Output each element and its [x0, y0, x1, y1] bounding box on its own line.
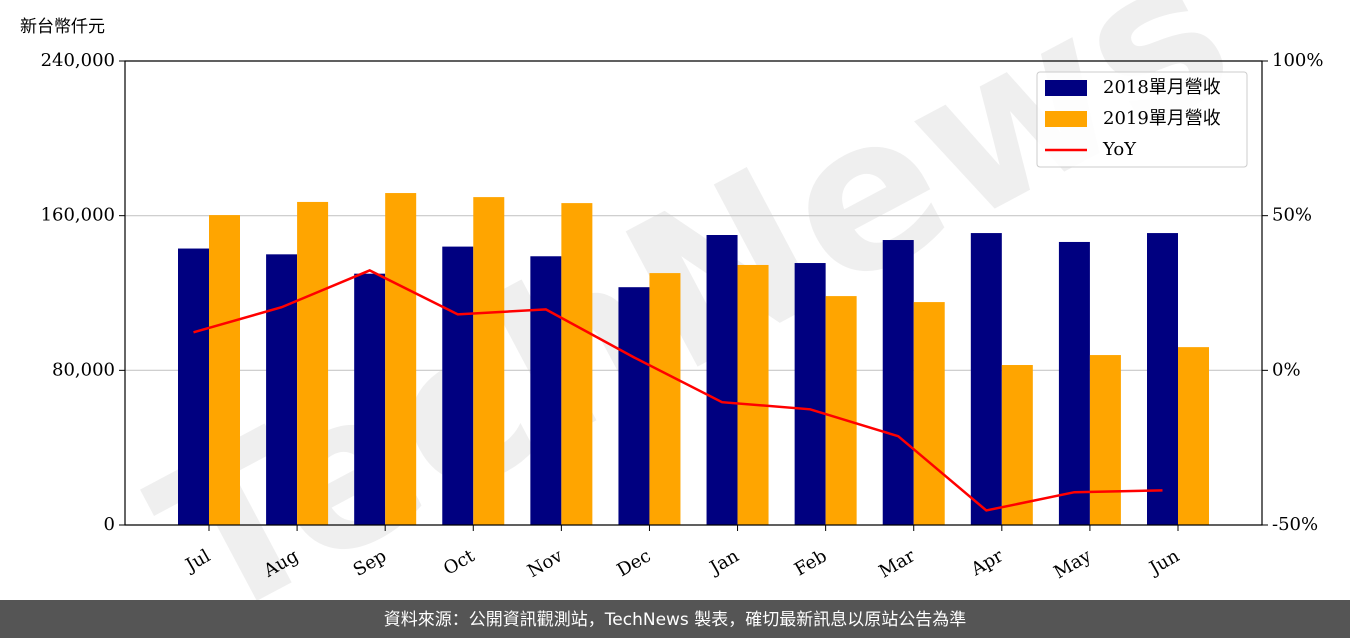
y2-tick-label: 50% — [1272, 205, 1312, 226]
bar — [1147, 233, 1178, 526]
y-tick-label: 0 — [104, 514, 115, 535]
footer — [0, 600, 1350, 638]
source-note: 資料來源：公開資訊觀測站，TechNews 製表，確切最新訊息以原站公告為準 — [384, 610, 966, 630]
y-tick-label: 160,000 — [41, 205, 115, 226]
bar — [530, 256, 562, 525]
legend-box — [1036, 71, 1248, 168]
bar — [794, 263, 826, 525]
legend-label: 2019單月營收 — [1103, 108, 1221, 129]
bar — [706, 235, 738, 525]
bar — [1001, 365, 1033, 525]
bar — [473, 197, 505, 525]
y-axis-unit: 新台幣仟元 — [20, 17, 105, 37]
y2-tick-label: 0% — [1272, 359, 1301, 380]
bar — [209, 215, 240, 525]
bar — [1178, 347, 1209, 525]
bar — [913, 302, 945, 525]
legend-label: 2018單月營收 — [1103, 77, 1221, 98]
bar — [561, 203, 593, 525]
bar — [297, 201, 329, 525]
bar — [970, 233, 1002, 526]
line — [193, 269, 1163, 512]
bar — [649, 273, 681, 525]
bar — [1089, 355, 1121, 525]
bar — [178, 248, 209, 526]
y-tick-label: 240,000 — [41, 50, 115, 71]
y2-tick-label: -50% — [1272, 514, 1318, 535]
bar — [825, 296, 857, 525]
legend-swatch — [1045, 111, 1087, 127]
legend-label: YoY — [1102, 139, 1137, 160]
plot-frame — [124, 60, 1263, 526]
bar — [1058, 241, 1090, 525]
bar — [354, 273, 386, 525]
legend-swatch — [1045, 80, 1087, 96]
bar — [266, 254, 298, 526]
bar — [737, 264, 769, 525]
bar — [882, 240, 914, 525]
bar — [385, 193, 417, 525]
y2-tick-label: 100% — [1272, 50, 1323, 71]
bar — [618, 287, 650, 525]
y-tick-label: 80,000 — [52, 359, 115, 380]
bar — [442, 246, 474, 525]
